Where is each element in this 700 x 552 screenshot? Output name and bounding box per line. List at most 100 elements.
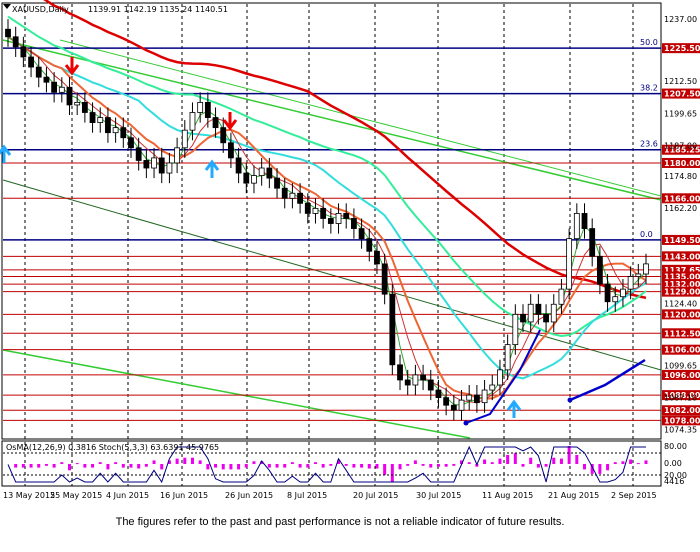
price-level-label-bg [662, 43, 700, 54]
price-level-label-bg [662, 193, 700, 204]
candle-body [97, 117, 104, 123]
trend-line-lower [2, 349, 471, 439]
osma-histogram-bar [237, 464, 241, 470]
candle-body [89, 112, 96, 123]
osma-histogram-bar [313, 462, 317, 464]
price-level-label: 1106.00 [664, 346, 700, 355]
osma-histogram-bar [390, 464, 394, 482]
buy-signal-arrow-icon [0, 144, 12, 163]
chart-menu-triangle-icon[interactable] [3, 4, 11, 9]
date-tick-label: 16 Jun 2015 [160, 491, 208, 500]
osma-histogram-bar [167, 460, 171, 464]
price-tick-label: 1212.50 [664, 77, 697, 86]
date-tick-label: 4 Jun 2015 [106, 491, 149, 500]
osma-histogram-bar [452, 464, 456, 466]
candle-body [112, 127, 119, 134]
osma-histogram-bar [544, 464, 548, 467]
osma-histogram-bar [44, 464, 48, 466]
candle-body [473, 394, 480, 404]
osma-histogram-bar [160, 464, 164, 470]
candle-body [304, 202, 311, 214]
candle-body [120, 127, 127, 139]
osma-histogram-bar [298, 464, 302, 468]
candle-body [58, 86, 65, 93]
candle-body [535, 303, 542, 315]
candle-body [235, 157, 242, 174]
osma-histogram-bar [252, 461, 256, 464]
osma-histogram-bar [621, 461, 625, 464]
candle-body [443, 397, 450, 406]
osma-histogram-bar [429, 464, 433, 468]
channel-line [59, 39, 662, 197]
candle-body [327, 218, 334, 224]
candle-body [404, 379, 411, 386]
date-tick-label: 21 Aug 2015 [548, 491, 599, 500]
osma-histogram-bar [421, 464, 425, 466]
osma-histogram-bar [152, 460, 156, 464]
osma-histogram-bar [137, 464, 141, 469]
osma-histogram-bar [29, 464, 33, 468]
osma-histogram-bar [98, 462, 102, 464]
moving-average-teal [7, 15, 647, 338]
trend-lines [2, 39, 662, 439]
osma-histogram-bar [536, 464, 540, 468]
price-level-label-bg [662, 328, 700, 339]
osma-histogram-bar [444, 464, 448, 467]
candle-body [358, 228, 365, 240]
osma-histogram-bar [114, 462, 118, 464]
osma-histogram-bar [229, 464, 233, 470]
chart-symbol-header: XAUUSD,Daily [12, 5, 69, 14]
signal-arrows [0, 57, 646, 426]
candle-body [627, 276, 634, 290]
candle-body [335, 213, 342, 224]
osma-histogram-bar [590, 464, 594, 474]
candle-body [105, 117, 111, 134]
candle-body [189, 112, 196, 131]
osma-histogram-bar [144, 464, 148, 467]
fib-level-label: 0.0 [640, 230, 653, 239]
candle-body [435, 389, 442, 399]
moving-average-fast [7, 36, 647, 404]
osma-histogram-bar [567, 446, 571, 464]
price-level-label-bg [662, 234, 700, 245]
price-tick-label: 1099.65 [664, 362, 697, 371]
indicator-tick-label: 80.00 [664, 442, 687, 451]
osma-histogram-bar [37, 464, 41, 468]
osma-histogram-bar [83, 464, 87, 468]
date-tick-label: 30 Jul 2015 [416, 491, 461, 500]
price-level-label: 1137.65 [664, 266, 700, 275]
vertical-grid [24, 4, 634, 486]
trend-line-middle [2, 179, 662, 371]
price-level-label-bg [662, 271, 700, 282]
candle-body [397, 364, 403, 381]
osma-histogram-bar [506, 455, 510, 464]
candle-body [612, 296, 619, 303]
price-level-label: 1132.00 [664, 280, 700, 289]
osma-histogram-bar [367, 464, 371, 469]
indicator-tick-label: 4416 [664, 477, 684, 486]
candle-body [212, 117, 219, 129]
osma-histogram-bar [283, 464, 287, 468]
osma-histogram-bar [306, 464, 310, 468]
osma-histogram-bar [344, 464, 348, 466]
osma-histogram-bar [60, 462, 64, 464]
osma-histogram-bar [183, 457, 187, 464]
price-tick-label: 1124.40 [664, 299, 697, 308]
price-level-label-bg [662, 264, 700, 275]
osma-histogram-bar [436, 464, 440, 467]
price-tick-label: 1199.65 [664, 109, 697, 118]
moving-average-slow [43, 0, 647, 300]
candle-body [297, 192, 303, 204]
candle-body [74, 102, 81, 106]
price-tick-label: 1087.10 [664, 393, 697, 402]
osma-histogram-bar [467, 462, 471, 464]
price-level-label-bg [662, 405, 700, 416]
osma-histogram-bar [221, 464, 225, 470]
candle-body [81, 102, 88, 113]
price-level-label: 1149.50 [664, 236, 700, 245]
candle-body [181, 129, 188, 149]
date-tick-label: 13 May 2015 [3, 491, 55, 500]
candle-body [504, 344, 511, 371]
date-tick-label: 26 Jun 2015 [225, 491, 273, 500]
